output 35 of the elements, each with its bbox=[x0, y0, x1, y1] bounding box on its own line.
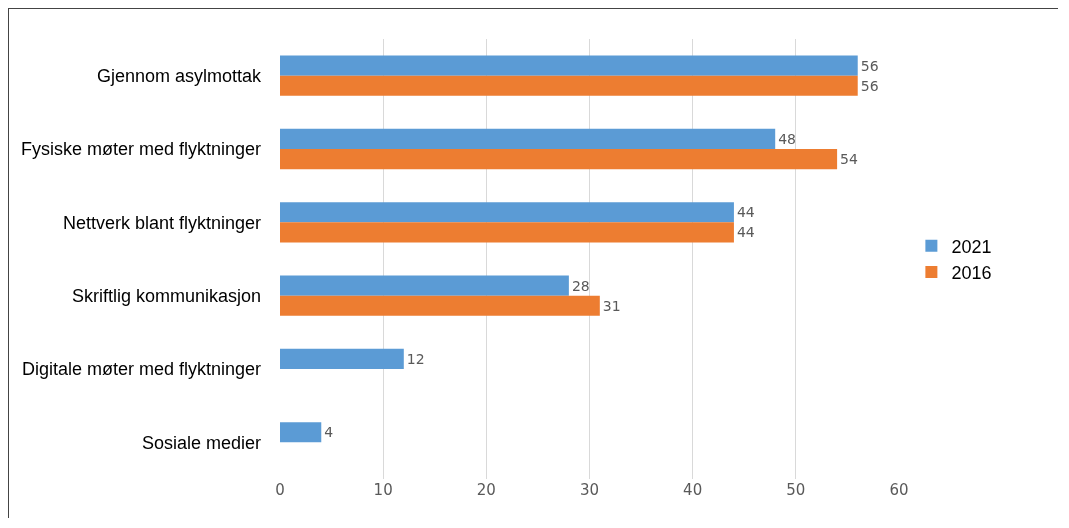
y-tick-label: Skriftlig kommunikasjon bbox=[71, 285, 261, 306]
bar bbox=[280, 275, 569, 296]
bar bbox=[280, 202, 734, 223]
bar bbox=[280, 222, 734, 243]
bar bbox=[280, 348, 404, 369]
data-label: 28 bbox=[571, 277, 590, 294]
bar bbox=[280, 128, 776, 149]
x-tick-label: 40 bbox=[683, 481, 703, 499]
bar bbox=[280, 422, 322, 443]
y-tick-label: Sosiale medier bbox=[141, 432, 261, 453]
x-tick-label: 0 bbox=[275, 481, 285, 499]
data-label: 56 bbox=[860, 57, 879, 74]
y-tick-label: Gjennom asylmottak bbox=[96, 65, 262, 86]
data-label: 44 bbox=[736, 204, 755, 221]
data-label: 31 bbox=[602, 297, 621, 314]
x-tick-label: 20 bbox=[476, 481, 496, 499]
data-label: 4 bbox=[324, 424, 334, 441]
data-label: 44 bbox=[736, 224, 755, 241]
data-label: 54 bbox=[840, 151, 859, 168]
bar bbox=[280, 55, 858, 76]
x-tick-label: 30 bbox=[579, 481, 600, 499]
bar bbox=[280, 75, 858, 96]
bar bbox=[280, 295, 600, 316]
data-label: 48 bbox=[778, 130, 797, 147]
data-label: 56 bbox=[860, 77, 879, 94]
bar bbox=[280, 149, 838, 170]
x-tick-label: 10 bbox=[373, 481, 393, 499]
legend-label: 2016 bbox=[951, 263, 992, 284]
data-label: 12 bbox=[406, 350, 425, 367]
y-tick-label: Fysiske møter med flyktninger bbox=[20, 139, 261, 160]
y-tick-label: Digitale møter med flyktninger bbox=[21, 359, 261, 380]
legend-label: 2021 bbox=[951, 236, 992, 257]
x-tick-label: 50 bbox=[786, 481, 806, 499]
y-tick-label: Nettverk blant flyktninger bbox=[62, 212, 261, 233]
x-tick-label: 60 bbox=[889, 481, 909, 499]
